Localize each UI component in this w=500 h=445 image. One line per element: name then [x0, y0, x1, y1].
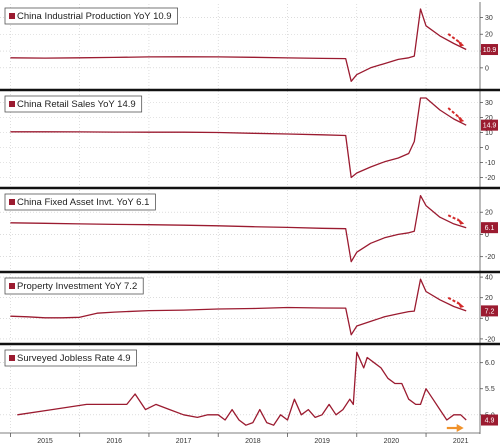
series-line: [10, 8, 467, 82]
y-tick-label: 20: [485, 210, 493, 217]
series-line: [10, 278, 467, 336]
x-tick-label: 2020: [384, 438, 400, 445]
x-tick-label: 2021: [453, 438, 469, 445]
y-tick-label: 30: [485, 15, 493, 22]
trend-arrow-head: [457, 115, 465, 123]
legend-label: China Industrial Production YoY 10.9: [17, 11, 172, 22]
legend-box: [4, 7, 178, 25]
y-tick-label: -20: [485, 175, 495, 182]
y-tick-label: 20: [485, 32, 493, 39]
trend-arrow-head: [457, 217, 465, 225]
x-tick-label: 2017: [176, 438, 192, 445]
last-value-label: 7.2: [485, 308, 495, 315]
y-tick-label: -20: [485, 336, 495, 343]
y-tick-label: -10: [485, 160, 495, 167]
trend-arrow: [447, 33, 462, 45]
series-line: [10, 97, 467, 179]
legend-swatch: [9, 13, 15, 19]
y-tick-label: 0: [485, 232, 489, 239]
x-tick-label: 2016: [107, 438, 123, 445]
last-value-label: 14.9: [483, 123, 497, 130]
last-value-badge: [481, 305, 498, 317]
y-tick-label: 40: [485, 275, 493, 282]
last-value-label: 6.1: [485, 225, 495, 232]
trend-arrow-head: [457, 39, 465, 47]
y-tick-label: 20: [485, 115, 493, 122]
trend-arrow: [447, 107, 462, 120]
y-tick-label: 5.5: [485, 386, 495, 393]
y-tick-label: 20: [485, 295, 493, 302]
last-value-badge: [481, 44, 498, 56]
x-tick-label: 2019: [314, 438, 330, 445]
legend-swatch: [9, 283, 15, 289]
legend-box: [4, 277, 144, 295]
legend-label: Surveyed Jobless Rate 4.9: [17, 353, 131, 364]
y-tick-label: -20: [485, 254, 495, 261]
trend-arrow-head: [457, 300, 465, 308]
y-tick-label: 0: [485, 145, 489, 152]
y-tick-label: 10: [485, 130, 493, 137]
y-tick-label: 30: [485, 100, 493, 107]
x-tick-label: 2018: [245, 438, 261, 445]
flat-arrow-head: [456, 424, 464, 433]
series-line: [17, 351, 467, 426]
legend-swatch: [9, 101, 15, 107]
legend-label: China Fixed Asset Invt. YoY 6.1: [17, 197, 149, 208]
last-value-badge: [481, 119, 498, 131]
last-value-label: 10.9: [483, 47, 497, 54]
legend-swatch: [9, 199, 15, 205]
last-value-badge: [481, 414, 498, 426]
y-tick-label: 6.0: [485, 360, 495, 367]
series-line: [10, 194, 467, 263]
legend-box: [4, 349, 137, 367]
y-tick-label: 0: [485, 65, 489, 72]
legend-label: Property Investment YoY 7.2: [17, 281, 137, 292]
legend-box: [4, 193, 156, 211]
last-value-badge: [481, 222, 498, 234]
y-tick-label: 0: [485, 316, 489, 323]
last-value-label: 4.9: [485, 418, 495, 425]
legend-label: China Retail Sales YoY 14.9: [17, 99, 136, 110]
x-tick-label: 2015: [37, 438, 53, 445]
legend-swatch: [9, 355, 15, 361]
legend-box: [4, 95, 143, 113]
